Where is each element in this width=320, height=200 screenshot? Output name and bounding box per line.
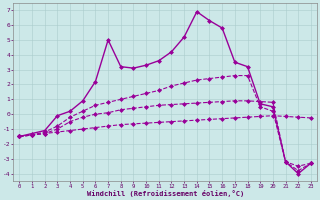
X-axis label: Windchill (Refroidissement éolien,°C): Windchill (Refroidissement éolien,°C) xyxy=(86,190,244,197)
